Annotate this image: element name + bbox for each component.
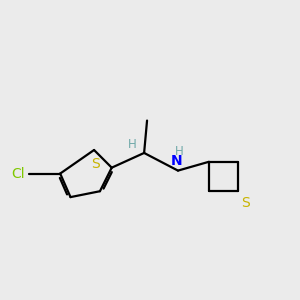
- Text: N: N: [171, 154, 182, 168]
- Text: S: S: [241, 196, 250, 210]
- Text: Cl: Cl: [11, 167, 25, 181]
- Text: H: H: [175, 145, 184, 158]
- Text: S: S: [91, 158, 100, 171]
- Text: H: H: [128, 138, 137, 151]
